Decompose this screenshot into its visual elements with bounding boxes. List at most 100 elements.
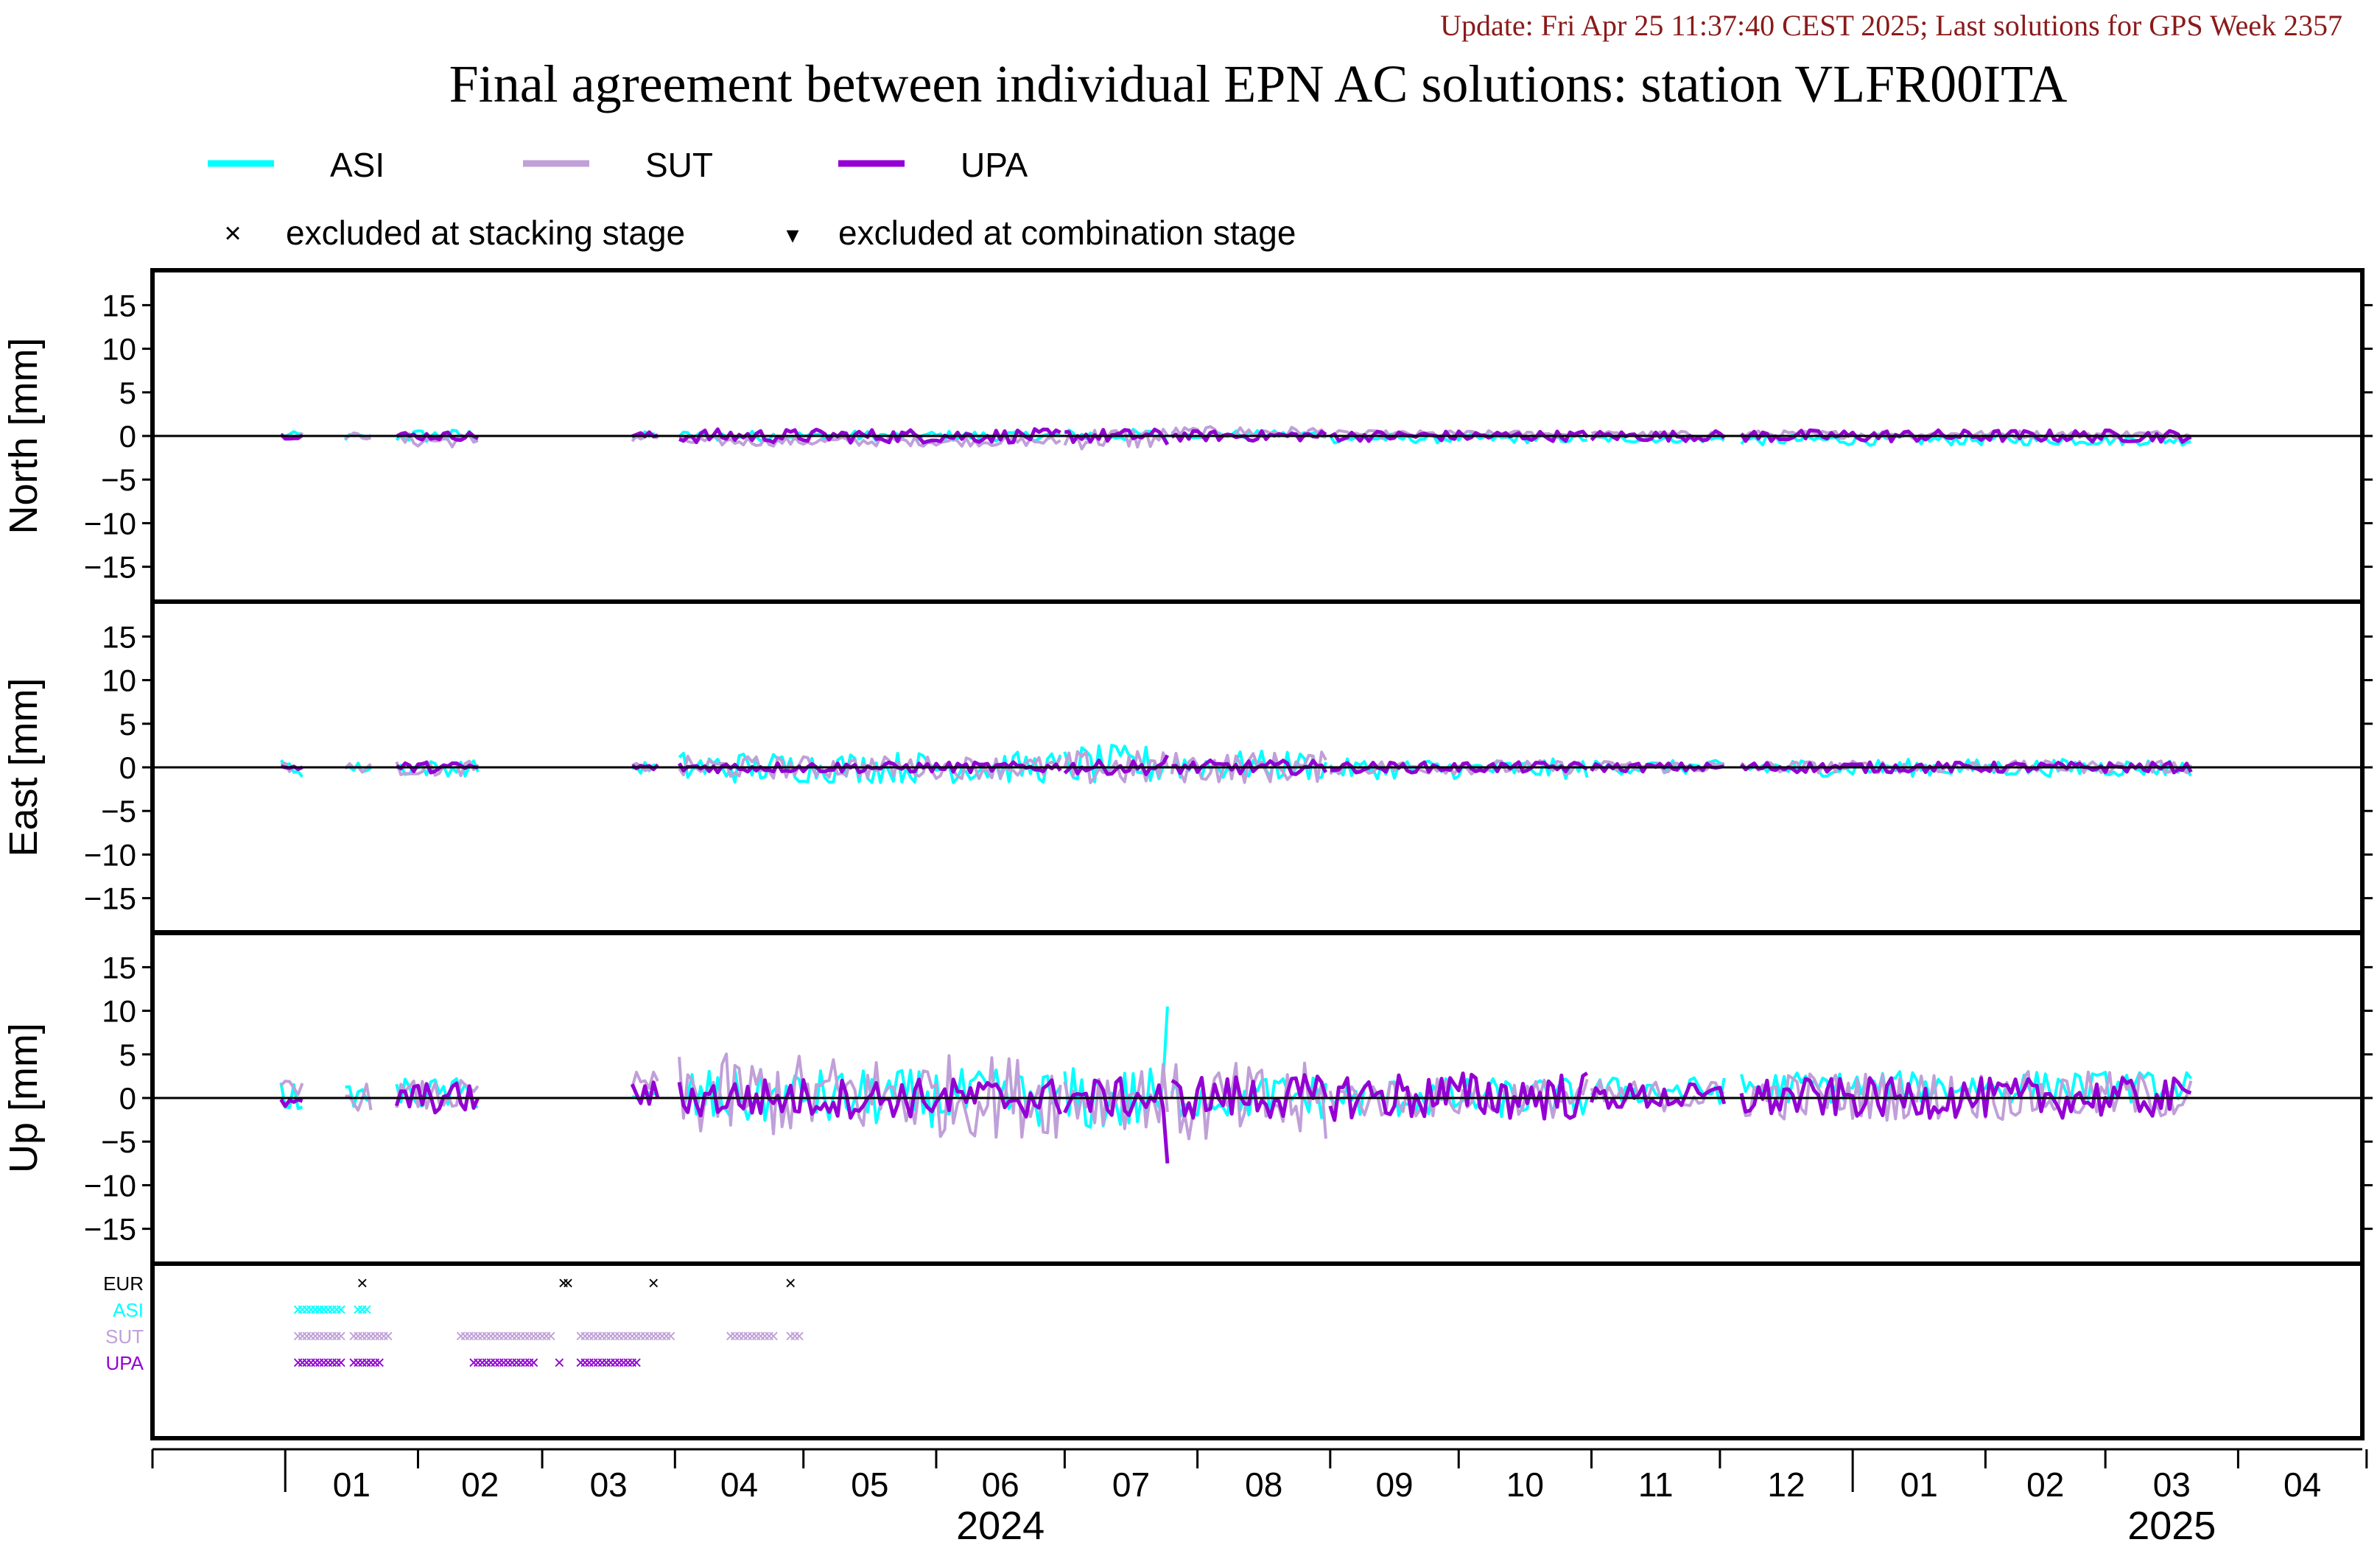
ytick-label: −15 bbox=[84, 1212, 136, 1247]
exclusion-mark: × bbox=[764, 1325, 775, 1347]
series-upa-up-segment bbox=[1590, 1082, 1727, 1110]
exclusion-mark: × bbox=[348, 1325, 359, 1347]
series-sut-north-segment bbox=[678, 435, 1061, 448]
exclusion-mark: × bbox=[614, 1351, 625, 1373]
exclusion-mark: × bbox=[309, 1298, 320, 1320]
exclusion-mark: × bbox=[365, 1325, 376, 1347]
legend-label-stacking: excluded at stacking stage bbox=[286, 214, 685, 252]
exclusion-mark: × bbox=[494, 1351, 505, 1373]
exclusion-mark: × bbox=[292, 1298, 303, 1320]
legend: ASI SUT UPA × excluded at stacking stage… bbox=[208, 146, 1296, 252]
exclusion-mark: × bbox=[605, 1351, 616, 1373]
series-upa-east-segment bbox=[1171, 759, 1328, 776]
exclusion-mark: × bbox=[583, 1325, 594, 1347]
month-label: 05 bbox=[851, 1465, 888, 1504]
month-label: 08 bbox=[1245, 1465, 1282, 1504]
exclusion-mark: × bbox=[785, 1325, 796, 1347]
exclusion-mark: × bbox=[627, 1325, 638, 1347]
exclusion-mark: × bbox=[605, 1325, 616, 1347]
exclusion-mark: × bbox=[498, 1325, 509, 1347]
series-upa-north-segment bbox=[678, 427, 1061, 445]
exclusion-mark: × bbox=[357, 1325, 368, 1347]
exclusion-mark: × bbox=[306, 1351, 317, 1373]
exclusion-mark: × bbox=[648, 1325, 659, 1347]
exclusion-mark: × bbox=[511, 1351, 522, 1373]
exclusion-mark: × bbox=[472, 1351, 483, 1373]
ytick-label: 15 bbox=[102, 950, 136, 985]
exclusion-mark: × bbox=[306, 1325, 317, 1347]
series-asi-east-segment bbox=[1329, 757, 1589, 781]
exclusion-mark: × bbox=[331, 1351, 342, 1373]
legend-label-upa: UPA bbox=[961, 146, 1028, 184]
exclusion-mark: × bbox=[481, 1325, 492, 1347]
exclusion-mark: × bbox=[515, 1325, 526, 1347]
series-asi-up-segment bbox=[345, 1085, 372, 1108]
exclusion-mark: × bbox=[507, 1351, 518, 1373]
exclusion-mark: × bbox=[314, 1298, 325, 1320]
ytick-label: −5 bbox=[101, 794, 136, 828]
exclusion-mark: × bbox=[524, 1351, 535, 1373]
cross-marker-icon: × bbox=[224, 217, 241, 250]
exclusion-mark: × bbox=[297, 1298, 308, 1320]
exclusion-mark: × bbox=[597, 1351, 608, 1373]
exclusion-mark: × bbox=[494, 1325, 505, 1347]
exclusion-mark: × bbox=[631, 1351, 642, 1373]
exclusion-mark: × bbox=[536, 1325, 547, 1347]
exclusion-mark: × bbox=[297, 1351, 308, 1373]
exclusion-mark: × bbox=[460, 1325, 471, 1347]
exclusion-mark: × bbox=[614, 1325, 625, 1347]
exclusion-mark: × bbox=[639, 1325, 650, 1347]
exclusion-mark: × bbox=[309, 1351, 320, 1373]
exclusion-mark: × bbox=[301, 1298, 312, 1320]
ytick-label: 5 bbox=[119, 1038, 136, 1072]
year-label: 2025 bbox=[2127, 1504, 2216, 1545]
exclusion-mark: × bbox=[348, 1351, 359, 1373]
exclusion-mark: × bbox=[609, 1351, 620, 1373]
exclusion-mark: × bbox=[309, 1325, 320, 1347]
exclusion-mark: × bbox=[588, 1351, 599, 1373]
exclusion-mark: × bbox=[648, 1272, 659, 1294]
ytick-label: 5 bbox=[119, 376, 136, 410]
ytick-label: 10 bbox=[102, 332, 136, 367]
exclusion-mark: × bbox=[519, 1325, 530, 1347]
exclusion-mark: × bbox=[738, 1325, 749, 1347]
exclusion-mark: × bbox=[464, 1325, 475, 1347]
exclusion-mark: × bbox=[759, 1325, 770, 1347]
exclusion-mark: × bbox=[533, 1325, 544, 1347]
exclusion-mark: × bbox=[468, 1351, 479, 1373]
exclusion-mark: × bbox=[490, 1325, 501, 1347]
exclusion-mark: × bbox=[575, 1325, 586, 1347]
series-upa-up-segment bbox=[630, 1080, 660, 1106]
month-label: 12 bbox=[1767, 1465, 1805, 1504]
series-sut-up-segment bbox=[395, 1079, 480, 1110]
series-asi-north-segment bbox=[1064, 428, 1169, 444]
month-label: 11 bbox=[1638, 1465, 1674, 1504]
exclusion-mark: × bbox=[789, 1325, 800, 1347]
exclusion-row-label-eur: EUR bbox=[103, 1273, 144, 1295]
exclusion-mark: × bbox=[370, 1351, 381, 1373]
series-sut-north-segment bbox=[1063, 428, 1169, 451]
month-label: 01 bbox=[333, 1465, 371, 1504]
exclusion-mark: × bbox=[622, 1325, 633, 1347]
exclusion-mark: × bbox=[361, 1351, 372, 1373]
series-sut-up-segment bbox=[1328, 1077, 1589, 1119]
exclusion-mark: × bbox=[592, 1325, 603, 1347]
exclusion-mark: × bbox=[292, 1325, 303, 1347]
exclusion-mark: × bbox=[601, 1351, 612, 1373]
exclusion-mark: × bbox=[361, 1298, 372, 1320]
exclusion-mark: × bbox=[331, 1325, 342, 1347]
exclusion-mark: × bbox=[323, 1298, 334, 1320]
exclusion-mark: × bbox=[631, 1325, 642, 1347]
ytick-label: −10 bbox=[84, 1168, 136, 1203]
ytick-label: −5 bbox=[101, 462, 136, 497]
exclusion-mark: × bbox=[485, 1325, 496, 1347]
ytick-label: 5 bbox=[119, 707, 136, 742]
ylabel-north: North [mm] bbox=[1, 337, 46, 534]
exclusion-mark: × bbox=[352, 1325, 363, 1347]
exclusion-mark: × bbox=[455, 1325, 466, 1347]
ytick-label: 0 bbox=[119, 1081, 136, 1116]
ytick-label: 10 bbox=[102, 664, 136, 698]
exclusion-mark: × bbox=[323, 1351, 334, 1373]
exclusion-row-label-asi: ASI bbox=[113, 1299, 144, 1321]
exclusion-mark: × bbox=[665, 1325, 676, 1347]
